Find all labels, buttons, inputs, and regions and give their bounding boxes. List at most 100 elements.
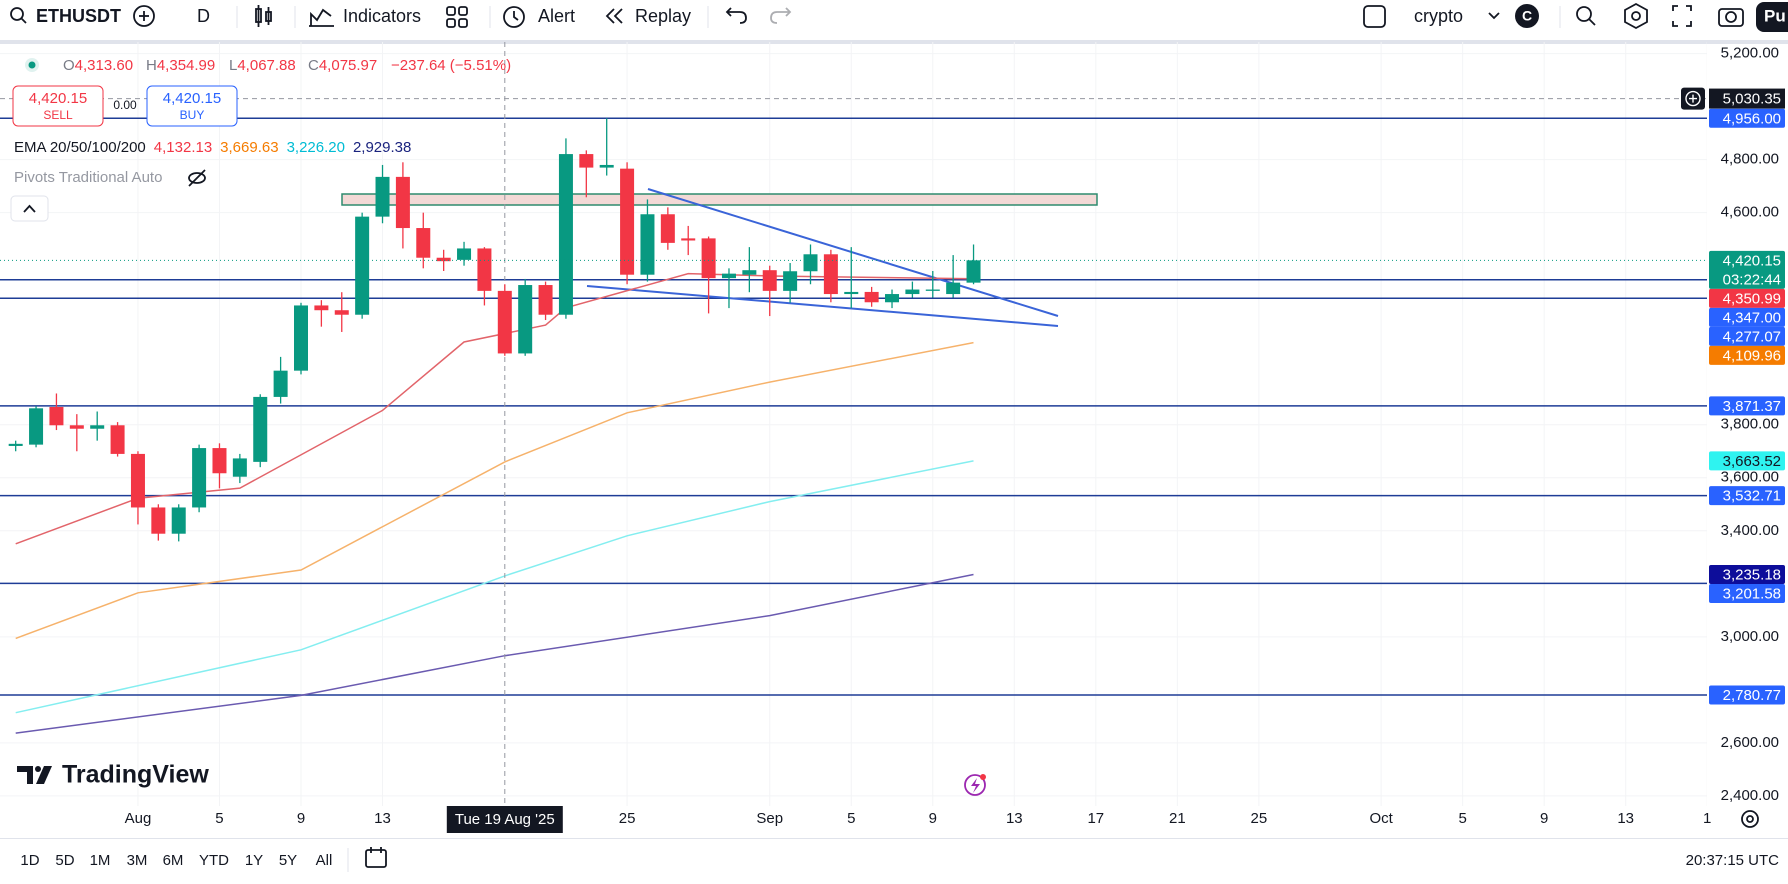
indicators-icon[interactable] xyxy=(309,8,334,27)
price-badge xyxy=(1709,307,1785,327)
range-button[interactable]: 5D xyxy=(55,852,74,869)
axis-settings[interactable] xyxy=(1741,810,1759,828)
candle-body[interactable] xyxy=(579,154,594,168)
range-button[interactable]: All xyxy=(316,852,333,869)
candle-body[interactable] xyxy=(416,228,431,258)
range-button[interactable]: 1D xyxy=(20,852,39,869)
candle-body[interactable] xyxy=(518,285,533,354)
ema-legend[interactable]: EMA 20/50/100/200 4,132.13 3,669.63 3,226.2… xyxy=(14,139,411,156)
candle-body[interactable] xyxy=(294,305,308,371)
candle-body[interactable] xyxy=(844,291,859,295)
candle-body[interactable] xyxy=(864,291,879,303)
compare-button[interactable] xyxy=(133,5,155,27)
candle-body[interactable] xyxy=(823,254,838,295)
candle-body[interactable] xyxy=(457,248,472,260)
candle-body[interactable] xyxy=(232,458,247,477)
candle-body[interactable] xyxy=(701,238,716,279)
candle-body[interactable] xyxy=(375,176,390,217)
candle-body[interactable] xyxy=(681,238,696,241)
candle-body[interactable] xyxy=(966,260,981,283)
price-badge-label: 4,956.00 xyxy=(1723,110,1781,127)
fullscreen-icon[interactable] xyxy=(1672,5,1692,27)
range-button[interactable]: 1M xyxy=(90,852,111,869)
replay-icon[interactable] xyxy=(605,8,623,24)
logo[interactable]: TradingView xyxy=(17,761,209,789)
candle-body[interactable] xyxy=(925,289,940,291)
candle-body[interactable] xyxy=(742,270,757,275)
candle-body[interactable] xyxy=(334,310,349,315)
layout-menu[interactable] xyxy=(1488,12,1500,20)
range-button[interactable]: YTD xyxy=(199,852,229,869)
price-badge xyxy=(1709,250,1785,289)
candle-body[interactable] xyxy=(212,448,227,474)
quick-search[interactable] xyxy=(1576,6,1596,26)
candle-body[interactable] xyxy=(29,408,44,445)
symbol[interactable]: ETHUSDT xyxy=(36,6,121,26)
candle-body[interactable] xyxy=(946,282,961,295)
candle-body[interactable] xyxy=(497,290,512,354)
replay-button[interactable]: Replay xyxy=(635,6,691,26)
candle-body[interactable] xyxy=(130,453,145,508)
candle-body[interactable] xyxy=(620,168,635,275)
sell-button[interactable]: 4,420.15 SELL xyxy=(12,85,104,127)
candle-body[interactable] xyxy=(8,443,23,446)
range-button[interactable]: 1Y xyxy=(245,852,263,869)
candle-body[interactable] xyxy=(599,164,614,168)
candle-body[interactable] xyxy=(885,294,900,303)
plot-area[interactable] xyxy=(0,42,1707,806)
logo-text: TradingView xyxy=(62,761,209,789)
templates-icon[interactable] xyxy=(446,6,468,28)
candle-body[interactable] xyxy=(355,216,370,315)
candle-body[interactable] xyxy=(314,305,329,311)
pivots-legend[interactable]: Pivots Traditional Auto xyxy=(14,169,162,186)
x-tick-label: 25 xyxy=(1251,810,1268,827)
candle-body[interactable] xyxy=(49,406,64,426)
candle-body[interactable] xyxy=(783,271,798,291)
candle-body[interactable] xyxy=(803,254,818,272)
candle-body[interactable] xyxy=(151,507,166,534)
candle-body[interactable] xyxy=(905,289,920,295)
alert-icon[interactable] xyxy=(503,6,525,28)
date-range-icon[interactable] xyxy=(365,847,387,868)
candle-body[interactable] xyxy=(762,270,777,291)
candle-body[interactable] xyxy=(660,214,675,243)
time-axis[interactable] xyxy=(0,806,1707,838)
undo-button[interactable] xyxy=(725,7,747,24)
range-button[interactable]: 3M xyxy=(127,852,148,869)
range-button[interactable]: 6M xyxy=(163,852,184,869)
chart-type-icon[interactable] xyxy=(255,5,272,27)
pivots-hidden-icon[interactable] xyxy=(188,169,206,187)
avatar[interactable] xyxy=(1515,4,1539,28)
range-button[interactable]: 5Y xyxy=(279,852,297,869)
candle-body[interactable] xyxy=(640,214,655,275)
publish-button[interactable] xyxy=(1756,2,1788,32)
indicators-button[interactable]: Indicators xyxy=(343,6,421,26)
candle-body[interactable] xyxy=(69,425,84,429)
search-icon[interactable] xyxy=(10,7,27,24)
candle-body[interactable] xyxy=(395,176,410,229)
candle-body[interactable] xyxy=(721,273,736,279)
candle-body[interactable] xyxy=(192,448,207,508)
collapse-legend[interactable] xyxy=(10,195,49,222)
candle-body[interactable] xyxy=(538,285,553,315)
candle-body[interactable] xyxy=(171,507,186,534)
candle-body[interactable] xyxy=(273,370,288,397)
price-axis[interactable] xyxy=(1707,44,1788,806)
snapshot-icon[interactable] xyxy=(1718,8,1744,27)
clock[interactable]: 20:37:15 UTC xyxy=(1686,852,1780,869)
candle-body[interactable] xyxy=(477,248,492,291)
interval[interactable]: D xyxy=(197,6,210,26)
candle-body[interactable] xyxy=(558,154,573,315)
candle-body[interactable] xyxy=(436,257,451,262)
candle-body[interactable] xyxy=(253,396,268,462)
layout-name[interactable]: crypto xyxy=(1414,6,1463,26)
buy-button[interactable]: 4,420.15 BUY xyxy=(146,85,238,127)
redo-button[interactable] xyxy=(770,7,792,24)
settings-icon[interactable] xyxy=(1624,2,1648,30)
events-icon[interactable] xyxy=(964,774,986,796)
watchlist-toggle[interactable] xyxy=(1363,5,1386,28)
alert-button[interactable]: Alert xyxy=(538,6,575,26)
candle-body[interactable] xyxy=(110,425,125,454)
top-toolbar: ETHUSDT D Indicators Alert Replay crypto… xyxy=(0,0,1788,44)
candle-body[interactable] xyxy=(90,425,105,429)
